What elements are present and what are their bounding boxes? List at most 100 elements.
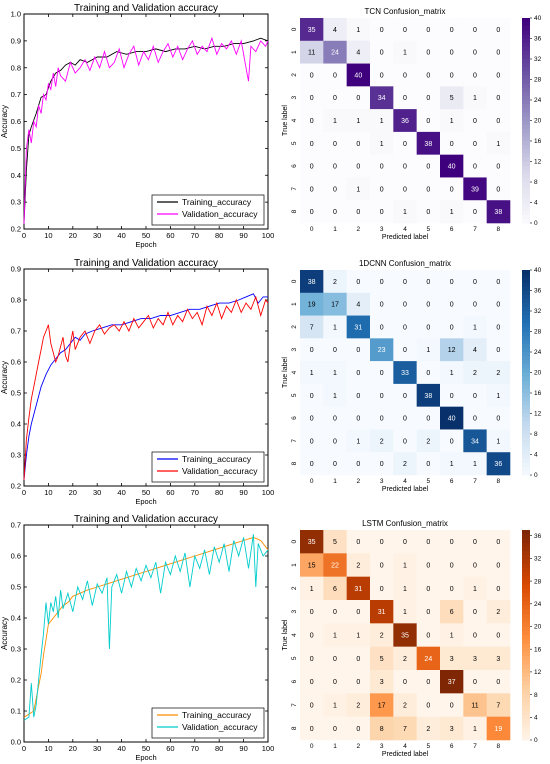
heatmap-cell [393, 109, 417, 133]
x-tick-label: 5 [427, 743, 431, 750]
heatmap-cell [393, 646, 417, 671]
y-tick-label: 0.4 [11, 614, 21, 623]
x-tick-label: 80 [215, 744, 223, 753]
colorbar-segment [522, 580, 530, 585]
cell-value-label: 0 [426, 539, 430, 546]
x-tick-label: 20 [69, 488, 77, 497]
heatmap-cell [323, 109, 347, 133]
colorbar-segment [522, 434, 530, 439]
y-tick-label: 0.5 [11, 144, 21, 153]
heatmap-cell [393, 292, 417, 316]
heatmap-cell [440, 716, 464, 741]
x-tick-label: 10 [44, 231, 52, 240]
colorbar-segment [522, 710, 530, 716]
heatmap-cell [323, 40, 347, 64]
heatmap-cell [323, 315, 347, 339]
cell-value-label: 0 [333, 656, 337, 663]
colorbar-segment [522, 42, 530, 48]
y-tick-label: 3 [291, 96, 298, 100]
heatmap-cell [440, 315, 464, 339]
cell-value-label: 4 [473, 347, 477, 354]
cell-value-label: 0 [380, 50, 384, 57]
heatmap-cell [346, 670, 371, 694]
heatmap-cell [370, 670, 394, 694]
cell-value-label: 0 [403, 186, 407, 193]
cell-value-label: 1 [356, 27, 360, 34]
heatmap-cell [346, 576, 371, 601]
cell-value-label: 0 [426, 50, 430, 57]
cell-value-label: 0 [426, 302, 430, 309]
colorbar-segment [522, 177, 530, 183]
heatmap-cell [393, 86, 417, 110]
cell-value-label: 0 [333, 164, 337, 171]
legend-box [151, 194, 265, 226]
cell-value-label: 4 [333, 27, 337, 34]
x-tick-label: 90 [239, 488, 247, 497]
heatmap-cell [346, 177, 371, 201]
colorbar-segment [522, 731, 530, 737]
heatmap-cell [393, 693, 417, 717]
heatmap-cell [393, 154, 417, 178]
x-tick-label: 4 [403, 743, 407, 750]
cell-value-label: 1 [333, 370, 337, 377]
heatmap-cell [416, 452, 441, 476]
heatmap-cell [323, 670, 347, 694]
heatmap-cell [300, 18, 324, 42]
colorbar-segment [522, 100, 530, 105]
cell-value-label: 38 [424, 141, 432, 148]
heatmap-cell [393, 315, 417, 339]
heatmap-cell [463, 429, 487, 453]
x-axis-label: Epoch [135, 497, 156, 506]
heatmap-cell [440, 86, 464, 110]
heatmap-cell [486, 63, 511, 87]
cell-value-label: 1 [403, 609, 407, 616]
heatmap-cell [370, 716, 394, 741]
cell-value-label: 1 [403, 563, 407, 570]
cell-value-label: 2 [496, 370, 500, 377]
cell-value-label: 23 [378, 347, 386, 354]
cell-value-label: 0 [403, 393, 407, 400]
heatmap-cell [416, 86, 441, 110]
colorbar-segment [522, 34, 530, 39]
cell-value-label: 0 [333, 95, 337, 102]
x-tick-label: 30 [93, 488, 101, 497]
colorbar-segment [522, 393, 530, 398]
heatmap-cell [346, 530, 371, 554]
x-axis-label: Epoch [135, 753, 156, 762]
cell-value-label: 1 [473, 726, 477, 733]
cell-value-label: 0 [473, 416, 477, 423]
cell-value-label: 0 [426, 164, 430, 171]
heatmap-cell [486, 40, 511, 64]
colorbar-tick-label: 28 [534, 329, 542, 336]
heatmap-cell [440, 177, 464, 201]
cell-value-label: 0 [380, 393, 384, 400]
heatmap-cell [300, 270, 324, 294]
colorbar-segment [522, 593, 530, 598]
colorbar-segment [522, 294, 530, 300]
cell-value-label: 0 [450, 703, 454, 710]
cell-value-label: 0 [310, 609, 314, 616]
heatmap-cell [346, 63, 371, 87]
cell-value-label: 0 [310, 461, 314, 468]
colorbar-segment [522, 290, 530, 295]
cell-value-label: 2 [403, 461, 407, 468]
colorbar-segment [522, 417, 530, 423]
heatmap-cell [323, 270, 347, 294]
y-axis-label: Accuracy [0, 617, 9, 650]
y-tick-label: 0 [291, 27, 298, 31]
colorbar-segment [522, 576, 530, 581]
colorbar-segment [522, 651, 530, 657]
cell-value-label: 4 [356, 50, 360, 57]
cell-value-label: 0 [426, 703, 430, 710]
cell-value-label: 0 [473, 393, 477, 400]
cell-value-label: 0 [496, 279, 500, 286]
heatmap-cell [370, 63, 394, 87]
cell-value-label: 0 [403, 279, 407, 286]
colorbar-segment [522, 380, 530, 386]
heatmap-cell [486, 429, 511, 453]
heatmap-cell [300, 86, 324, 110]
chart-title: LSTM Confusion_matrix [362, 519, 448, 528]
y-axis-label: Accuracy [0, 105, 9, 138]
colorbar-tick-label: 20 [534, 624, 542, 631]
